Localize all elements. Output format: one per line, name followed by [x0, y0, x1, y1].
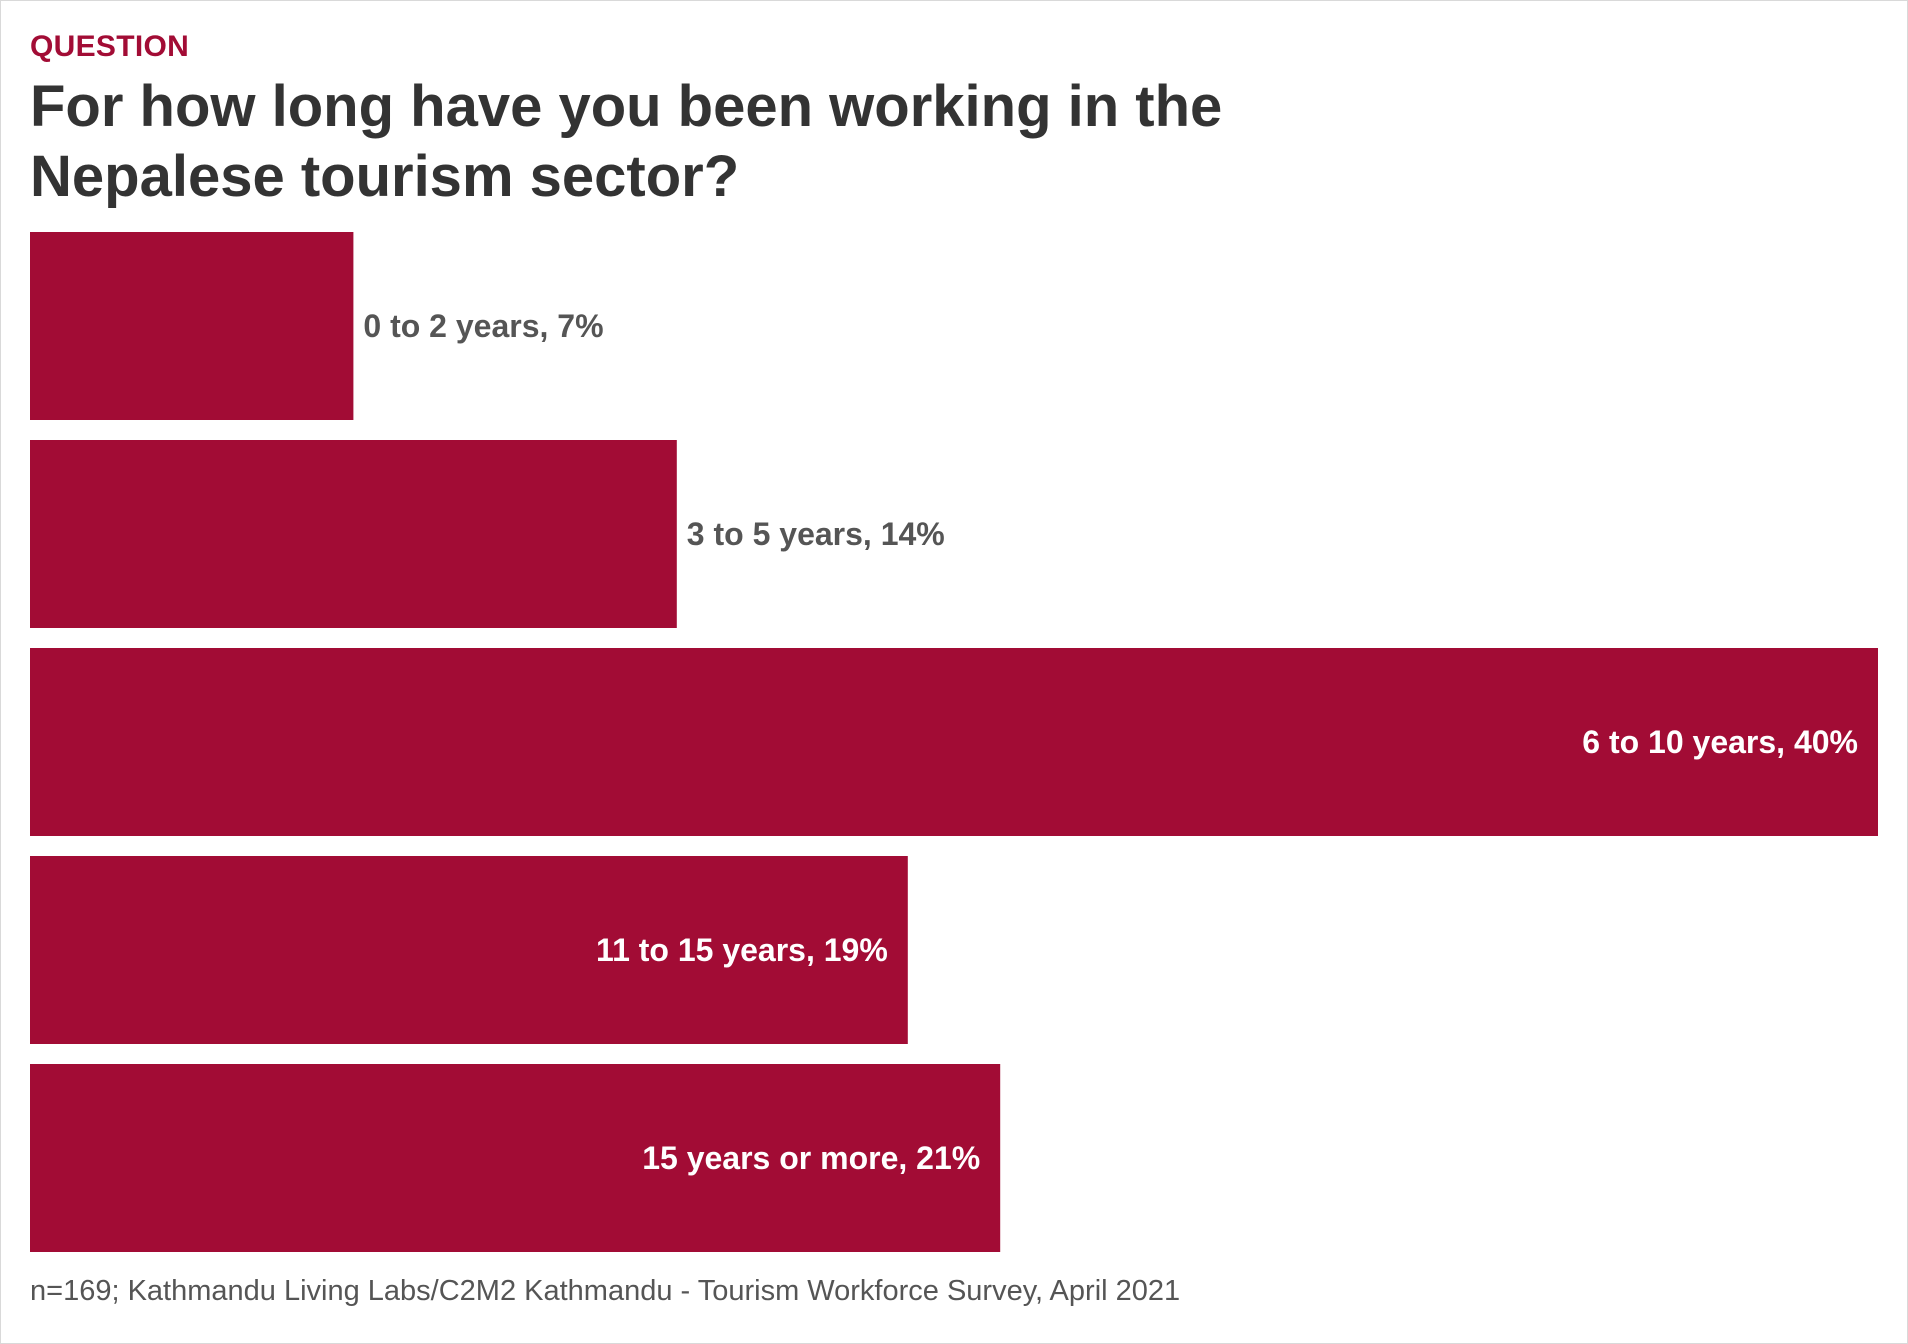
bar-label-3: 11 to 15 years, 19% — [596, 932, 888, 968]
bar-3 — [30, 856, 908, 1044]
question-kicker: QUESTION — [30, 30, 190, 63]
bar-label-4: 15 years or more, 21% — [642, 1140, 980, 1176]
source-note: n=169; Kathmandu Living Labs/C2M2 Kathma… — [30, 1275, 1181, 1307]
bar-label-0: 0 to 2 years, 7% — [363, 308, 603, 344]
chart-title: For how long have you been working in th… — [30, 74, 1223, 209]
bar-label-2: 6 to 10 years, 40% — [1582, 724, 1858, 760]
bar-2 — [30, 648, 1878, 836]
bar-label-1: 3 to 5 years, 14% — [687, 516, 945, 552]
bar-4 — [30, 1064, 1001, 1252]
bar-0 — [30, 232, 354, 420]
bar-1 — [30, 440, 677, 628]
bar-chart: 0 to 2 years, 7% 3 to 5 years, 14% 6 to 10… — [30, 232, 1878, 1252]
